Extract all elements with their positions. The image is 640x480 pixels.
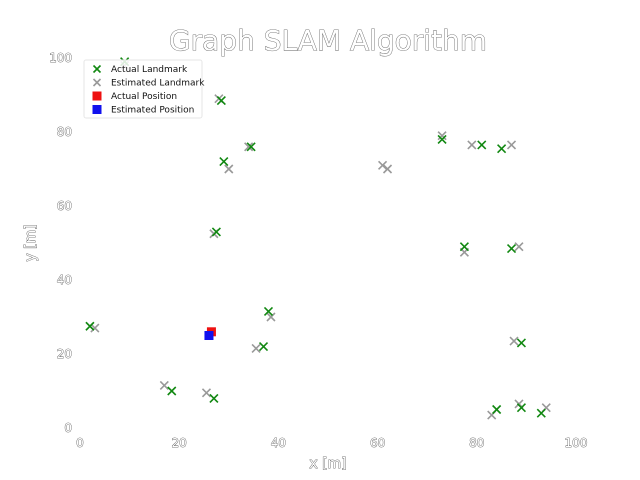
- estimated-landmark-point: [251, 343, 261, 354]
- y-tick-label: 80: [57, 125, 72, 139]
- actual-landmark-point: [516, 338, 527, 348]
- y-tick-label: 100: [49, 51, 72, 65]
- legend-box: [83, 59, 203, 119]
- estimated-landmark-point: [90, 323, 100, 333]
- estimated-landmark-point: [382, 164, 393, 174]
- legend: Actual Landmark Estimated Landmark Actual …: [83, 59, 205, 119]
- x-tick-label: 80: [469, 436, 484, 450]
- actual-landmark-point: [506, 243, 517, 254]
- estimated-landmark-point: [509, 336, 519, 346]
- estimated-landmark-point: [437, 131, 447, 141]
- estimated-landmark-point: [514, 242, 524, 252]
- actual-landmark-point: [246, 142, 256, 152]
- legend-label-actual-landmark: Actual Landmark: [111, 65, 188, 75]
- estimated-landmark-point: [159, 380, 169, 391]
- estimated-landmark-point: [467, 140, 477, 150]
- x-axis-label: x [m]: [309, 456, 346, 472]
- legend-marker-estimated-position: [92, 105, 102, 114]
- actual-landmark-point: [211, 227, 221, 237]
- estimated-landmark-point: [244, 142, 254, 152]
- x-tick-label: 40: [271, 436, 286, 450]
- x-tick-label: 60: [370, 436, 385, 450]
- estimated-landmark-point: [266, 312, 276, 322]
- actual-landmark-point: [209, 393, 219, 403]
- estimated-landmark-point: [201, 388, 212, 398]
- x-tick-label: 100: [565, 436, 588, 450]
- actual-landmark-point: [492, 404, 502, 415]
- y-tick-label: 20: [57, 347, 72, 361]
- y-tick-label: 40: [57, 273, 72, 287]
- actual-landmark-point: [258, 342, 269, 352]
- estimated-landmark-point: [377, 160, 388, 170]
- x-tick-labels: 0 20 40 60 80 100: [76, 436, 588, 451]
- actual-landmark-point: [85, 321, 95, 331]
- actual-landmark-point: [219, 157, 229, 167]
- y-tick-labels: 0 20 40 60 80 100: [49, 51, 73, 436]
- actual-landmark-point: [263, 306, 274, 317]
- actual-landmark-point: [536, 408, 546, 418]
- plot-marks: [85, 57, 551, 420]
- legend-marker-actual-landmark: [92, 64, 102, 74]
- legend-label-estimated-landmark: Estimated Landmark: [111, 79, 205, 89]
- legend-marker-estimated-landmark: [92, 78, 102, 87]
- actual-landmark-point: [497, 144, 507, 154]
- x-tick-label: 20: [172, 436, 187, 450]
- estimated-landmark-point: [506, 140, 517, 150]
- actual-landmark-point: [437, 134, 447, 144]
- legend-marker-actual-position: [92, 91, 102, 101]
- actual-landmark-point: [477, 140, 487, 150]
- actual-landmark-point: [516, 403, 527, 413]
- estimated-position-point: [204, 331, 214, 340]
- actual-landmark-point: [459, 242, 469, 252]
- actual-landmark-point: [216, 95, 226, 106]
- legend-label-estimated-position: Estimated Position: [111, 106, 194, 116]
- y-tick-label: 0: [64, 421, 72, 435]
- y-axis-label: y [m]: [23, 224, 39, 261]
- estimated-landmark-point: [224, 164, 234, 174]
- x-tick-label: 0: [76, 436, 84, 450]
- chart-title: Graph SLAM Algorithm: [169, 24, 487, 57]
- legend-label-actual-position: Actual Position: [111, 92, 177, 102]
- y-tick-label: 60: [57, 199, 72, 213]
- actual-landmark-point: [167, 386, 177, 396]
